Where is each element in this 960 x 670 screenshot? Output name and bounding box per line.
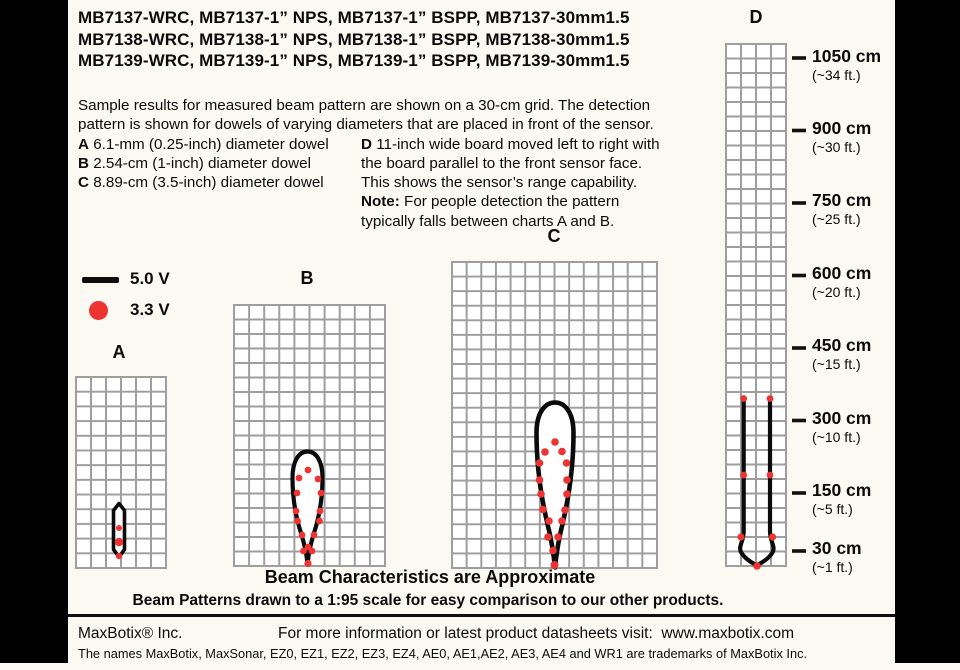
scale-label-ft: (~10 ft.) (812, 429, 861, 445)
legend-5v-label: 5.0 V (130, 269, 170, 288)
dowel-text: 6.1-mm (0.25-inch) diameter dowel (93, 135, 329, 153)
scale-label-cm: 450 cm (812, 335, 872, 355)
scale-label-cm: 900 cm (812, 118, 872, 138)
beam-dot (116, 525, 122, 531)
scale-label-cm: 600 cm (812, 263, 872, 283)
beam-b (290, 449, 325, 568)
dowel-text: 8.89-cm (3.5-inch) diameter dowel (93, 174, 324, 192)
chart-label-a: A (112, 342, 126, 362)
scale-label-cm: 300 cm (812, 408, 872, 428)
dowel-item-a: A 6.1-mm (0.25-inch) diameter dowel (78, 135, 329, 154)
chart-label-b: B (300, 268, 314, 288)
scale-label-ft: (~30 ft.) (812, 139, 861, 155)
legend-5v-line-swatch (82, 277, 119, 283)
footer-divider (68, 614, 895, 617)
footer-company: MaxBotix® Inc. (78, 625, 183, 642)
scale-label-cm: 150 cm (812, 480, 872, 500)
left-black-border (0, 0, 68, 663)
description-block: Sample results for measured beam pattern… (78, 96, 654, 135)
legend-3v-dot-swatch (89, 301, 108, 320)
scale-label-ft: (~20 ft.) (812, 284, 861, 300)
board-line: D 11-inch wide board moved left to right… (361, 135, 660, 154)
scale-label-ft: (~1 ft.) (812, 559, 853, 575)
beam-dot (115, 552, 123, 560)
board-line: This shows the sensor’s range capability… (361, 174, 638, 192)
scale-label-cm: 1050 cm (812, 46, 882, 66)
legend-3v-label: 3.3 V (130, 300, 170, 319)
dowel-text: 2.54-cm (1-inch) diameter dowel (93, 154, 311, 172)
scale-label-ft: (~5 ft.) (812, 501, 853, 517)
description-line: pattern is shown for dowels of varying d… (78, 116, 654, 134)
board-key: D (361, 135, 372, 153)
board-note: Note: For people detection the pattern (361, 192, 660, 211)
scale-label-cm: 750 cm (812, 190, 872, 210)
beam-c (534, 400, 576, 570)
note-text: For people detection the pattern (404, 193, 620, 211)
beam-b-dots (292, 466, 325, 568)
scale-label-ft: (~25 ft.) (812, 211, 861, 227)
chart-label-c: C (547, 226, 561, 246)
beam-d-dots (737, 395, 777, 570)
product-title-line: MB7139-WRC, MB7139-1” NPS, MB7139-1” BSP… (78, 51, 630, 70)
beam-d (737, 395, 777, 570)
product-title-line: MB7137-WRC, MB7137-1” NPS, MB7137-1” BSP… (78, 8, 630, 27)
grid-d (725, 43, 787, 567)
board-description: D 11-inch wide board moved left to right… (361, 135, 660, 231)
dowel-key: C (78, 174, 89, 192)
right-black-border (895, 0, 960, 663)
note-key: Note: (361, 193, 400, 211)
scale-label-ft: (~15 ft.) (812, 356, 861, 372)
dowel-key: A (78, 135, 89, 153)
scale-tick-marks (792, 56, 806, 553)
dowel-item-c: C 8.89-cm (3.5-inch) diameter dowel (78, 173, 329, 192)
scale-label-cm: 30 cm (812, 538, 862, 558)
board-line: the board parallel to the front sensor f… (361, 154, 643, 172)
product-title-block: MB7137-WRC, MB7137-1” NPS, MB7137-1” BSP… (78, 7, 630, 72)
beam-c-dots (535, 438, 571, 569)
footer-info: For more information or latest product d… (278, 625, 795, 642)
chart-label-d: D (749, 7, 763, 27)
scale-label-ft: (~34 ft.) (812, 67, 861, 83)
dowel-key: B (78, 154, 89, 172)
bottom-subheading: Beam Patterns drawn to a 1:95 scale for … (132, 592, 724, 609)
description-line: Sample results for measured beam pattern… (78, 97, 651, 114)
bottom-heading: Beam Characteristics are Approximate (264, 567, 596, 587)
board-text: 11-inch wide board moved left to right w… (376, 135, 660, 153)
board-note-line: typically falls between charts A and B. (361, 212, 615, 230)
dowel-item-b: B 2.54-cm (1-inch) diameter dowel (78, 154, 329, 173)
dowel-list: A 6.1-mm (0.25-inch) diameter dowel B 2.… (78, 135, 329, 193)
footer-trademarks: The names MaxBotix, MaxSonar, EZ0, EZ1, … (78, 646, 808, 661)
beam-a (111, 501, 127, 560)
beam-dot (114, 537, 124, 547)
product-title-line: MB7138-WRC, MB7138-1” NPS, MB7138-1” BSP… (78, 29, 630, 49)
